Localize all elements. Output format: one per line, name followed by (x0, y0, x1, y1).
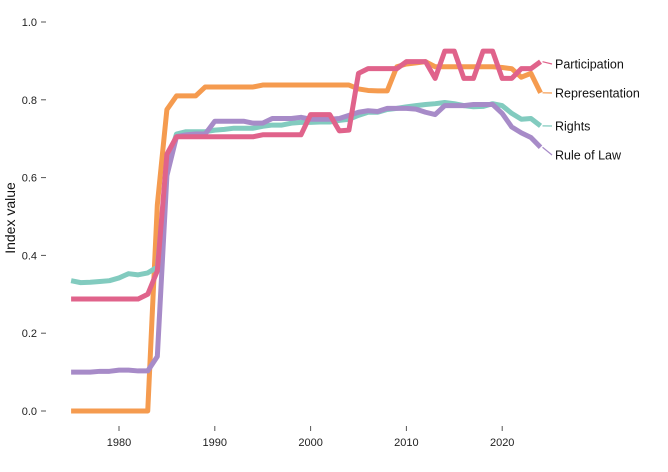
series-label-participation: Participation (555, 58, 624, 72)
x-tick-label: 1980 (107, 437, 131, 449)
series-line-rule-of-law (71, 101, 543, 375)
series-line-participation (71, 48, 542, 302)
series-label-rule-of-law: Rule of Law (555, 149, 622, 163)
x-tick-label: 1990 (203, 437, 227, 449)
series-label-rights: Rights (555, 120, 590, 134)
label-leader-line (542, 146, 553, 156)
label-leader-line (542, 61, 553, 65)
y-tick-label: 0.6 (22, 173, 37, 185)
y-tick-label: 1.0 (22, 17, 37, 29)
y-tick-label: 0.2 (22, 328, 37, 340)
x-tick-label: 2010 (394, 437, 418, 449)
y-axis: 0.0 0.2 0.4 0.6 0.8 1.0 (22, 17, 46, 418)
y-tick-label: 0.4 (22, 250, 37, 262)
y-tick-label: 0.0 (22, 406, 37, 418)
x-axis: 1980 1990 2000 2010 2020 (107, 426, 514, 449)
y-tick-label: 0.8 (22, 95, 37, 107)
x-tick-label: 2020 (490, 437, 514, 449)
series-label-representation: Representation (555, 87, 640, 101)
series-labels: Representation Rights Rule of Law Participa… (542, 58, 640, 163)
y-axis-title: Index value (2, 182, 18, 254)
series-line-representation (71, 59, 543, 414)
series-lines (70, 48, 543, 414)
x-tick-label: 2000 (298, 437, 322, 449)
